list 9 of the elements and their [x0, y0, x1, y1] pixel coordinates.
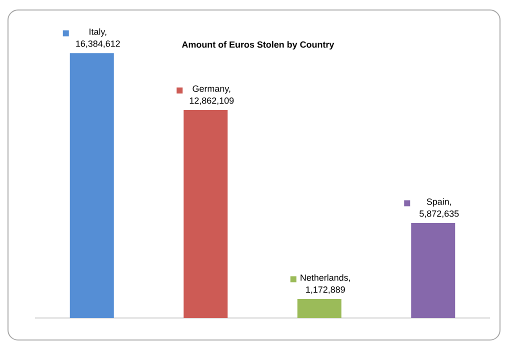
data-label: Germany, 12,862,109 [190, 85, 234, 105]
bar [184, 110, 228, 318]
bar [297, 299, 342, 318]
bar [70, 53, 114, 318]
bar [411, 223, 456, 318]
chart-title: Amount of Euros Stolen by Country [182, 41, 334, 50]
data-label: Spain, 5,872,635 [420, 198, 459, 218]
data-label: Italy, 16,384,612 [76, 28, 120, 48]
data-label: Netherlands, 1,172,889 [300, 274, 350, 294]
